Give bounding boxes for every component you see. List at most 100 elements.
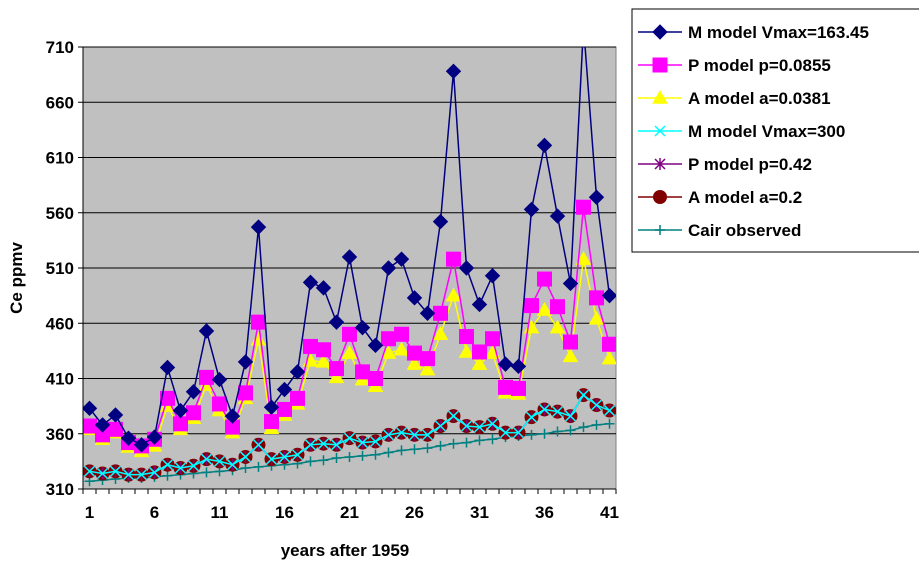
data-point (305, 456, 316, 467)
legend-entry: A model a=0.2 (638, 188, 802, 207)
data-point (471, 356, 488, 370)
data-point (576, 199, 591, 215)
data-point (564, 410, 577, 422)
data-point (486, 418, 499, 430)
data-point (328, 314, 345, 330)
data-point (419, 361, 436, 376)
legend-entry: Cair observed (638, 221, 801, 240)
data-point (186, 405, 201, 421)
data-point (395, 427, 408, 439)
data-point (407, 345, 422, 361)
data-point (237, 354, 254, 370)
data-point (562, 275, 579, 292)
data-point (499, 427, 512, 439)
data-point (343, 432, 356, 444)
x-tick-label: 16 (275, 503, 294, 522)
data-point (367, 337, 384, 354)
legend-marker (653, 190, 667, 204)
data-point (252, 439, 265, 451)
x-axis-ticks: 1 6 11 16 21 26 31 36 41 (82, 489, 619, 522)
data-point (435, 440, 446, 451)
data-point (120, 430, 137, 446)
data-point (497, 356, 514, 372)
data-point (342, 326, 357, 342)
series-3 (83, 389, 616, 481)
data-point (562, 348, 579, 363)
legend-label: A model a=0.0381 (688, 89, 831, 108)
data-point (187, 460, 200, 472)
data-point (318, 455, 329, 466)
data-point (199, 369, 214, 385)
data-point (498, 379, 513, 395)
data-point (471, 296, 488, 313)
legend-entry: M model Vmax=163.45 (638, 23, 869, 42)
data-point (524, 298, 539, 314)
data-point (448, 438, 459, 449)
gridlines (83, 46, 616, 435)
legend-marker (654, 125, 666, 137)
data-point (316, 342, 331, 358)
data-point (537, 271, 552, 287)
data-point (588, 189, 605, 205)
data-point (224, 408, 241, 424)
data-point (460, 420, 473, 432)
data-point (409, 444, 420, 455)
data-point (604, 418, 615, 429)
data-point (577, 389, 590, 401)
legend-marker (652, 57, 668, 73)
data-point (525, 411, 538, 423)
data-point (83, 465, 96, 477)
data-point (200, 453, 213, 465)
data-point (94, 417, 111, 433)
legend-marker (652, 89, 668, 104)
data-point (433, 305, 448, 321)
data-point (549, 208, 566, 224)
data-point (277, 401, 292, 417)
data-point (472, 344, 487, 360)
y-tick-label: 560 (46, 204, 74, 223)
data-point (354, 319, 371, 336)
legend-label: M model Vmax=300 (688, 122, 845, 141)
data-point (459, 329, 474, 345)
x-tick-label: 41 (600, 503, 619, 522)
data-point (198, 323, 215, 339)
data-point (331, 453, 342, 464)
data-point (447, 410, 460, 422)
data-point (328, 369, 345, 384)
data-point (461, 437, 472, 448)
data-point (303, 338, 318, 354)
x-axis-title: years after 1959 (281, 541, 410, 560)
data-point (420, 351, 435, 367)
data-point (253, 461, 264, 472)
legend-label: Cair observed (688, 221, 801, 240)
x-tick-label: 26 (405, 503, 424, 522)
data-point (133, 437, 150, 453)
data-point (201, 467, 212, 478)
legend-marker (652, 24, 668, 40)
data-point (458, 260, 475, 276)
data-point (408, 429, 421, 441)
data-point (382, 429, 395, 441)
x-tick-label: 31 (470, 503, 489, 522)
data-point (422, 443, 433, 454)
data-point (577, 19, 591, 33)
legend-label: P model p=0.42 (688, 155, 812, 174)
series-0 (83, 19, 616, 453)
data-point (238, 385, 253, 401)
data-point (393, 251, 410, 267)
data-point (551, 406, 564, 418)
data-point (538, 403, 551, 415)
data-point (369, 435, 382, 448)
data-point (512, 427, 525, 439)
data-point (135, 469, 148, 481)
data-point (446, 251, 461, 267)
data-point (146, 429, 163, 445)
legend-label: P model p=0.0855 (688, 56, 831, 75)
x-tick-label: 36 (535, 503, 554, 522)
data-point (484, 268, 501, 284)
data-point (445, 63, 462, 80)
data-point (523, 201, 540, 218)
data-point (211, 371, 228, 388)
data-point (304, 439, 317, 451)
data-point (172, 402, 189, 419)
